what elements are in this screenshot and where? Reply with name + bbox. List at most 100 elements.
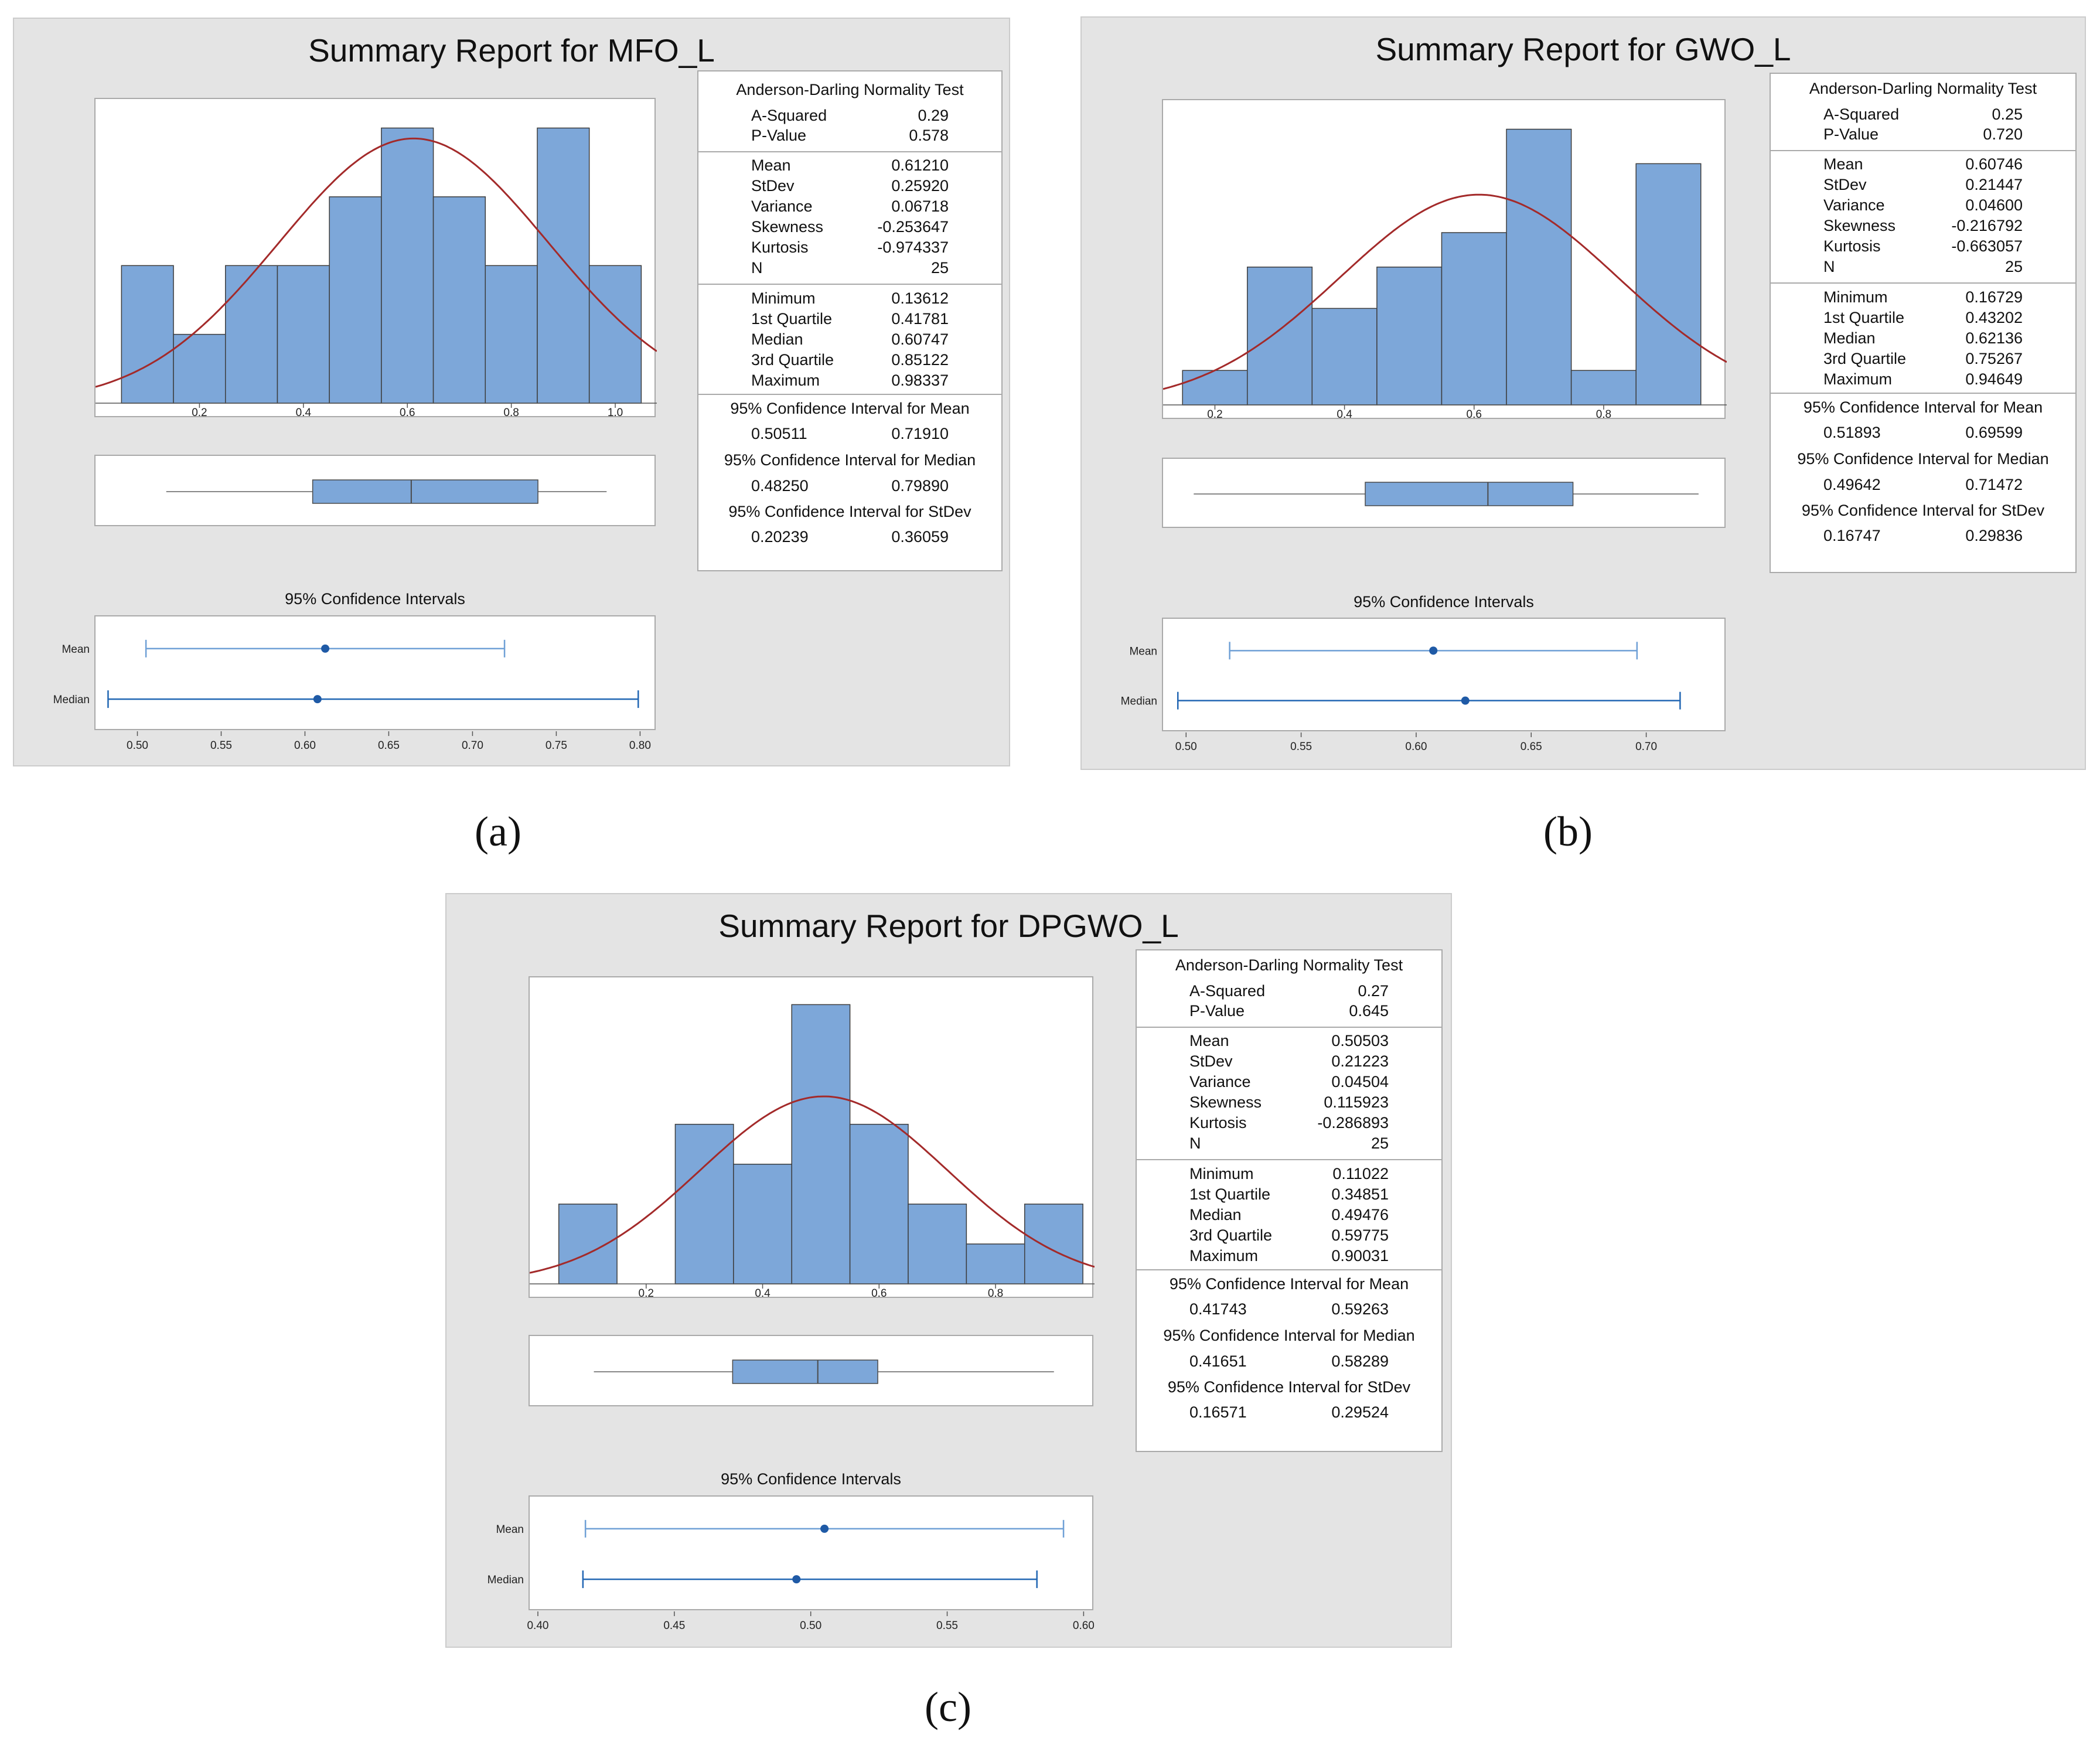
stat-value-q1: 0.43202 bbox=[1965, 309, 2023, 326]
report-panel-a: Summary Report for MFO_L 0.2 0.4 0.6 0.8 1.0… bbox=[13, 18, 1010, 766]
histogram-bar bbox=[966, 1243, 1025, 1284]
ci-plot: Mean Median 0.50 0.55 0.60 0.65 0.70 bbox=[1121, 618, 1726, 753]
stat-value-minimum: 0.11022 bbox=[1332, 1165, 1389, 1183]
ci-stdev-high: 0.29836 bbox=[1965, 527, 2023, 544]
stat-label-q3: 3rd Quartile bbox=[751, 351, 834, 369]
ci-row-label: Mean bbox=[496, 1524, 524, 1536]
histogram-x-tick-label: 0.6 bbox=[871, 1287, 887, 1299]
ci-median-heading: 95% Confidence Interval for Median bbox=[724, 451, 976, 469]
stat-label-skewness: Skewness bbox=[1823, 217, 1896, 234]
stat-value-kurtosis: -0.974337 bbox=[877, 238, 949, 256]
ci-median-high: 0.71472 bbox=[1965, 476, 2023, 493]
stat-value-stdev: 0.21447 bbox=[1965, 176, 2023, 193]
report-panel-b: Summary Report for GWO_L 0.2 0.4 0.6 0.8 95… bbox=[1080, 16, 2086, 770]
stat-label-minimum: Minimum bbox=[1823, 288, 1888, 306]
stat-value-n: 25 bbox=[930, 259, 949, 277]
ci-x-tick-label: 0.70 bbox=[462, 740, 483, 752]
stat-value-kurtosis: -0.286893 bbox=[1317, 1114, 1389, 1132]
histogram-x-tick-label: 0.2 bbox=[1207, 408, 1222, 420]
ci-mean-heading: 95% Confidence Interval for Mean bbox=[1169, 1275, 1409, 1293]
stat-value-skewness: 0.115923 bbox=[1324, 1093, 1389, 1111]
histogram-x-tick-label: 0.6 bbox=[400, 407, 415, 418]
stat-value-maximum: 0.94649 bbox=[1965, 370, 2023, 388]
boxplot-box bbox=[312, 479, 538, 504]
ci-plot-title: 95% Confidence Intervals bbox=[721, 1470, 901, 1488]
ci-x-tick-label: 0.50 bbox=[127, 740, 148, 752]
stat-label-maximum: Maximum bbox=[1823, 370, 1893, 388]
ci-x-tick-label: 0.75 bbox=[546, 740, 567, 752]
histogram-x-tick-label: 0.6 bbox=[1467, 408, 1482, 420]
ci-x-tick-label: 0.70 bbox=[1635, 741, 1657, 753]
stat-value-q3: 0.75267 bbox=[1965, 350, 2023, 367]
histogram-bar bbox=[121, 265, 174, 404]
table-divider bbox=[698, 394, 1001, 395]
panel-label-c: (c) bbox=[925, 1684, 971, 1730]
histogram-svg: 0.2 0.4 0.6 0.8 1.0 bbox=[95, 127, 657, 419]
stat-value-q3: 0.85122 bbox=[891, 351, 949, 369]
ci-median-heading: 95% Confidence Interval for Median bbox=[1163, 1327, 1415, 1344]
report-title: Summary Report for MFO_L bbox=[308, 32, 715, 69]
ci-median-high: 0.58289 bbox=[1331, 1352, 1389, 1370]
p-value-label: P-Value bbox=[1189, 1002, 1245, 1020]
stat-label-minimum: Minimum bbox=[751, 289, 816, 307]
stat-label-kurtosis: Kurtosis bbox=[751, 238, 809, 256]
histogram-x-tick-label: 0.4 bbox=[1337, 408, 1352, 420]
panel-label-b: (b) bbox=[1543, 808, 1593, 855]
ci-x-tick-label: 0.55 bbox=[936, 1620, 958, 1632]
ci-median-estimate-dot bbox=[792, 1575, 801, 1584]
stat-label-q1: 1st Quartile bbox=[1823, 309, 1905, 326]
stat-label-mean: Mean bbox=[751, 156, 791, 174]
histogram-x-tick-label: 0.2 bbox=[639, 1287, 654, 1299]
p-value-value: 0.645 bbox=[1349, 1002, 1389, 1020]
stat-label-mean: Mean bbox=[1189, 1032, 1229, 1049]
ci-mean-high: 0.59263 bbox=[1331, 1300, 1389, 1318]
histogram-bar bbox=[173, 333, 226, 404]
table-divider bbox=[1771, 150, 2075, 151]
ci-stdev-low: 0.20239 bbox=[751, 528, 809, 546]
stat-label-median: Median bbox=[1189, 1206, 1242, 1224]
stat-value-kurtosis: -0.663057 bbox=[1951, 237, 2023, 255]
ci-plot: Mean Median 0.50 0.55 0.60 0.65 0.70 0.75 0.80 bbox=[53, 615, 656, 752]
stat-label-q1: 1st Quartile bbox=[751, 310, 833, 328]
p-value-label: P-Value bbox=[751, 127, 807, 144]
histogram-bar bbox=[1376, 267, 1443, 405]
stat-value-stdev: 0.21223 bbox=[1331, 1052, 1389, 1070]
boxplot-svg bbox=[594, 1359, 1054, 1384]
ci-mean-heading: 95% Confidence Interval for Mean bbox=[1803, 398, 2043, 416]
ci-median-estimate-dot bbox=[313, 695, 322, 704]
ci-mean-low: 0.51893 bbox=[1823, 424, 1881, 441]
stat-value-median: 0.60747 bbox=[891, 330, 949, 348]
histogram-bar bbox=[381, 127, 434, 404]
stat-value-n: 25 bbox=[2004, 258, 2023, 275]
histogram-bar bbox=[1182, 370, 1248, 405]
stat-value-minimum: 0.13612 bbox=[891, 289, 949, 307]
p-value-value: 0.578 bbox=[909, 127, 949, 144]
stat-value-q1: 0.41781 bbox=[891, 310, 949, 328]
stat-value-minimum: 0.16729 bbox=[1965, 288, 2023, 306]
stat-value-mean: 0.61210 bbox=[891, 156, 949, 174]
normality-test-heading: Anderson-Darling Normality Test bbox=[1175, 956, 1403, 974]
stat-label-variance: Variance bbox=[751, 197, 813, 215]
a-squared-value: 0.25 bbox=[1992, 105, 2023, 123]
ci-x-tick-label: 0.65 bbox=[1521, 741, 1542, 753]
histogram-bar bbox=[588, 265, 642, 404]
ci-stdev-heading: 95% Confidence Interval for StDev bbox=[1167, 1378, 1411, 1396]
histogram-bar bbox=[558, 1204, 618, 1284]
stat-value-q1: 0.34851 bbox=[1331, 1185, 1389, 1203]
ci-plot-title: 95% Confidence Intervals bbox=[285, 590, 465, 608]
ci-stdev-heading: 95% Confidence Interval for StDev bbox=[728, 503, 971, 520]
histogram-x-tick-label: 0.4 bbox=[755, 1287, 771, 1299]
ci-median-estimate-dot bbox=[1461, 696, 1470, 705]
ci-x-tick-label: 0.65 bbox=[378, 740, 400, 752]
ci-mean-estimate-dot bbox=[321, 644, 330, 653]
table-divider bbox=[1137, 1027, 1441, 1028]
ci-mean-heading: 95% Confidence Interval for Mean bbox=[730, 400, 970, 417]
ci-stdev-low: 0.16747 bbox=[1823, 527, 1881, 544]
stat-label-skewness: Skewness bbox=[1189, 1093, 1262, 1111]
histogram-svg: 0.2 0.4 0.6 0.8 bbox=[529, 1004, 1095, 1300]
stat-label-stdev: StDev bbox=[751, 177, 795, 195]
ci-x-tick-label: 0.55 bbox=[210, 740, 232, 752]
p-value-value: 0.720 bbox=[1983, 125, 2023, 143]
stat-value-mean: 0.60746 bbox=[1965, 155, 2023, 173]
stat-label-variance: Variance bbox=[1189, 1073, 1251, 1091]
